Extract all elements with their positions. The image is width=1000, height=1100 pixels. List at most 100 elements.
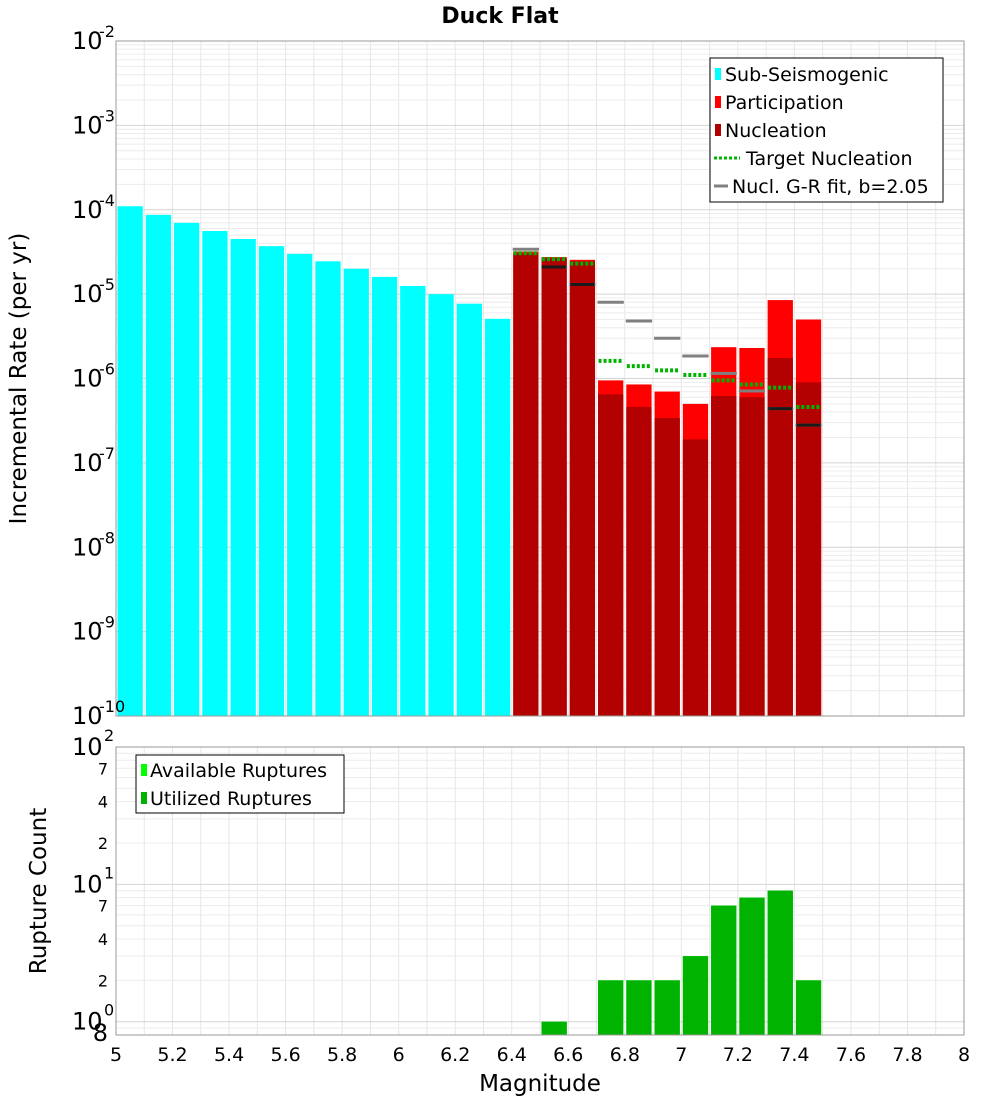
legend-label: Nucl. G-R fit, b=2.05 — [732, 176, 929, 198]
x-tick-label: 6 — [393, 1044, 405, 1066]
count-legend: Available Ruptures Utilized Ruptures — [135, 754, 345, 814]
y-tick-exponent: 0 — [104, 1001, 114, 1020]
legend-label: Sub-Seismogenic — [725, 64, 889, 86]
y-tick-label: 10-4 — [72, 191, 115, 224]
x-tick-label: 5.4 — [214, 1044, 244, 1066]
sub-seismogenic-bar — [117, 206, 143, 716]
sub-seismogenic-bar — [484, 318, 511, 716]
utilized-ruptures-bar — [711, 905, 737, 1035]
sub-seismogenic-bar — [230, 239, 256, 716]
x-tick-label: 7.4 — [779, 1044, 809, 1066]
legend-label: Available Ruptures — [150, 760, 327, 782]
nucleation-bar — [767, 357, 793, 716]
count-bars — [541, 890, 822, 1035]
sub-seismogenic-bar — [428, 294, 454, 716]
nucleation-bar — [541, 258, 567, 716]
y-tick-base: 10 — [72, 733, 103, 761]
y-tick-label: 10-10 — [72, 697, 125, 730]
x-tick-label: 7.6 — [836, 1044, 866, 1066]
x-tick-label: 5.8 — [327, 1044, 357, 1066]
y-tick-base: 10 — [72, 702, 103, 730]
y-tick-exponent: -7 — [99, 444, 115, 463]
legend-swatch — [141, 792, 147, 804]
sub-seismogenic-bar — [400, 285, 426, 716]
sub-seismogenic-bar — [371, 276, 398, 716]
y-tick-label: 10-5 — [72, 275, 115, 308]
y-minor-tick-label: 7 — [98, 759, 108, 778]
chart-title: Duck Flat — [441, 4, 559, 29]
legend-box — [709, 57, 944, 203]
legend-entry: Utilized Ruptures — [141, 788, 312, 810]
x-tick-label: 6.4 — [497, 1044, 527, 1066]
sub-seismogenic-bar — [343, 268, 369, 716]
legend-entry: Nucl. G-R fit, b=2.05 — [714, 176, 929, 198]
y-tick-base: 10 — [72, 27, 103, 55]
sub-seismogenic-bar — [456, 303, 482, 716]
y-tick-label: 10 0 — [72, 1001, 114, 1036]
y-tick-label: 10 1 — [72, 863, 114, 898]
y-tick-label: 10-2 — [72, 22, 115, 55]
legend-swatch — [715, 96, 721, 108]
y-tick-exponent: -8 — [99, 528, 115, 547]
y-minor-tick-label: 7 — [98, 897, 108, 916]
utilized-ruptures-bar — [626, 980, 652, 1035]
x-tick-label: 5.2 — [157, 1044, 187, 1066]
y-tick-exponent: -10 — [99, 697, 125, 716]
nucleation-bar — [569, 261, 596, 716]
legend-swatch — [141, 764, 147, 776]
rate-plot-border — [115, 40, 965, 717]
x-ticks: 5 5.2 5.4 5.6 5.8 6 6.2 6.4 6.6 6.8 7 7.2 7.4 7.6 7.8 8 — [110, 1044, 970, 1066]
y-minor-tick-label: 4 — [98, 930, 108, 949]
y-tick-label: 10-3 — [72, 106, 115, 139]
y-tick-base: 10 — [72, 1008, 103, 1036]
legend-label: Utilized Ruptures — [150, 788, 312, 810]
utilized-ruptures-bar — [739, 897, 765, 1035]
x-tick-label: 7.8 — [892, 1044, 922, 1066]
legend-entry: Nucleation — [715, 120, 827, 142]
utilized-ruptures-bar — [598, 980, 624, 1035]
y-tick-label: 10-9 — [72, 613, 115, 646]
legend-label: Participation — [725, 92, 844, 114]
legend-swatch — [715, 68, 721, 80]
y-tick-exponent: -6 — [99, 360, 115, 379]
nucleation-bar — [598, 394, 624, 716]
y-tick-exponent: -2 — [99, 22, 115, 41]
x-axis-label: Magnitude — [479, 1071, 601, 1097]
x-tick-label: 6.2 — [440, 1044, 470, 1066]
y-tick-base: 10 — [72, 449, 103, 477]
legend-entry: Participation — [715, 92, 844, 114]
nucleation-bar — [626, 406, 652, 716]
y-tick-exponent: -9 — [99, 613, 115, 632]
legend-box — [135, 754, 345, 814]
nucleation-bar — [654, 418, 680, 716]
nucleation-bar — [513, 253, 539, 716]
gr-fit-series — [512, 247, 822, 427]
legend-entry: Target Nucleation — [714, 148, 913, 170]
rate-legend: Sub-Seismogenic Participation Nucleation Ta… — [709, 57, 944, 203]
utilized-ruptures-bar — [541, 1021, 567, 1035]
x-tick-label: 5.6 — [270, 1044, 300, 1066]
sub-seismogenic-bar — [202, 230, 228, 716]
utilized-ruptures-bar — [795, 980, 822, 1035]
y-minor-tick-label: 8 — [93, 1019, 108, 1047]
legend-entry: Available Ruptures — [141, 760, 327, 782]
y-tick-label: 10-7 — [72, 444, 115, 477]
y-tick-exponent: 1 — [104, 863, 114, 882]
y-tick-base: 10 — [72, 533, 103, 561]
sub-seismogenic-bar — [174, 222, 200, 716]
x-tick-label: 7.2 — [723, 1044, 753, 1066]
nucleation-bar — [739, 397, 765, 716]
legend-label: Nucleation — [725, 120, 827, 142]
utilized-ruptures-bar — [682, 956, 709, 1035]
count-plot-border — [115, 746, 965, 1036]
y-tick-exponent: -5 — [99, 275, 115, 294]
x-tick-label: 7 — [675, 1044, 687, 1066]
x-tick-label: 6.6 — [553, 1044, 583, 1066]
y-tick-base: 10 — [72, 111, 103, 139]
target-nucleation-series — [513, 251, 821, 409]
legend-swatch — [715, 124, 721, 136]
y-tick-exponent: -3 — [99, 106, 115, 125]
